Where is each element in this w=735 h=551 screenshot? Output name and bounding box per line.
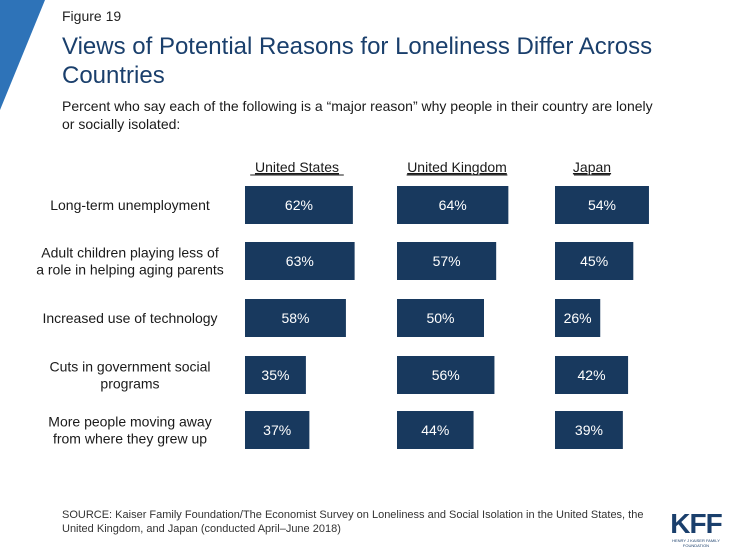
series-header-japan: Japan	[573, 159, 611, 175]
bar-japan-4	[555, 411, 623, 449]
category-label: Cuts in government social programs	[49, 359, 210, 392]
bar-value-label: 44%	[421, 422, 449, 438]
bar-value-label: 26%	[564, 310, 592, 326]
bar-japan-1	[555, 242, 634, 280]
bar-value-label: 35%	[261, 367, 289, 383]
bar-united-states-0	[245, 186, 353, 224]
bar-united-kingdom-0	[397, 186, 509, 224]
logo-subtitle: HENRY J KAISER FAMILY FOUNDATION	[672, 538, 720, 548]
bar-united-kingdom-3	[397, 356, 495, 394]
bar-value-label: 50%	[426, 310, 454, 326]
bar-value-label: 39%	[575, 422, 603, 438]
bar-united-states-2	[245, 299, 346, 337]
logo-wordmark: KFF	[670, 508, 722, 539]
bar-japan-0	[555, 186, 649, 224]
category-label: Long-term unemployment	[50, 197, 210, 213]
bar-value-label: 37%	[263, 422, 291, 438]
chart-title: Views of Potential Reasons for Lonelines…	[62, 33, 653, 89]
bar-value-label: 62%	[285, 197, 313, 213]
corner-accent	[0, 0, 45, 110]
bar-value-label: 45%	[580, 253, 608, 269]
bar-value-label: 63%	[286, 253, 314, 269]
category-label: Adult children playing less of a role in …	[36, 245, 224, 278]
chart-area: United States United Kingdom Japan Long-ter…	[36, 159, 649, 449]
category-label: Increased use of technology	[42, 310, 217, 326]
figure-label: Figure 19	[62, 8, 122, 24]
bar-united-states-4	[245, 411, 310, 449]
bar-united-states-1	[245, 242, 355, 280]
bar-japan-2	[555, 299, 601, 337]
bar-japan-3	[555, 356, 629, 394]
bar-value-label: 57%	[433, 253, 461, 269]
bar-value-label: 64%	[439, 197, 467, 213]
category-label: More people moving away from where they g…	[48, 414, 211, 447]
bar-value-label: 42%	[578, 367, 606, 383]
chart-subtitle: Percent who say each of the following is…	[62, 98, 653, 132]
series-header-united-kingdom: United Kingdom	[407, 159, 507, 175]
bar-united-kingdom-4	[397, 411, 474, 449]
bar-united-kingdom-2	[397, 299, 484, 337]
series-header-united-states: United States	[255, 159, 339, 175]
bar-united-states-3	[245, 356, 306, 394]
bar-value-label: 58%	[281, 310, 309, 326]
bar-value-label: 54%	[588, 197, 616, 213]
bar-value-label: 56%	[432, 367, 460, 383]
source-note: SOURCE: Kaiser Family Foundation/The Eco…	[62, 509, 644, 535]
kff-logo: KFF HENRY J KAISER FAMILY FOUNDATION	[666, 508, 726, 549]
bar-united-kingdom-1	[397, 242, 497, 280]
